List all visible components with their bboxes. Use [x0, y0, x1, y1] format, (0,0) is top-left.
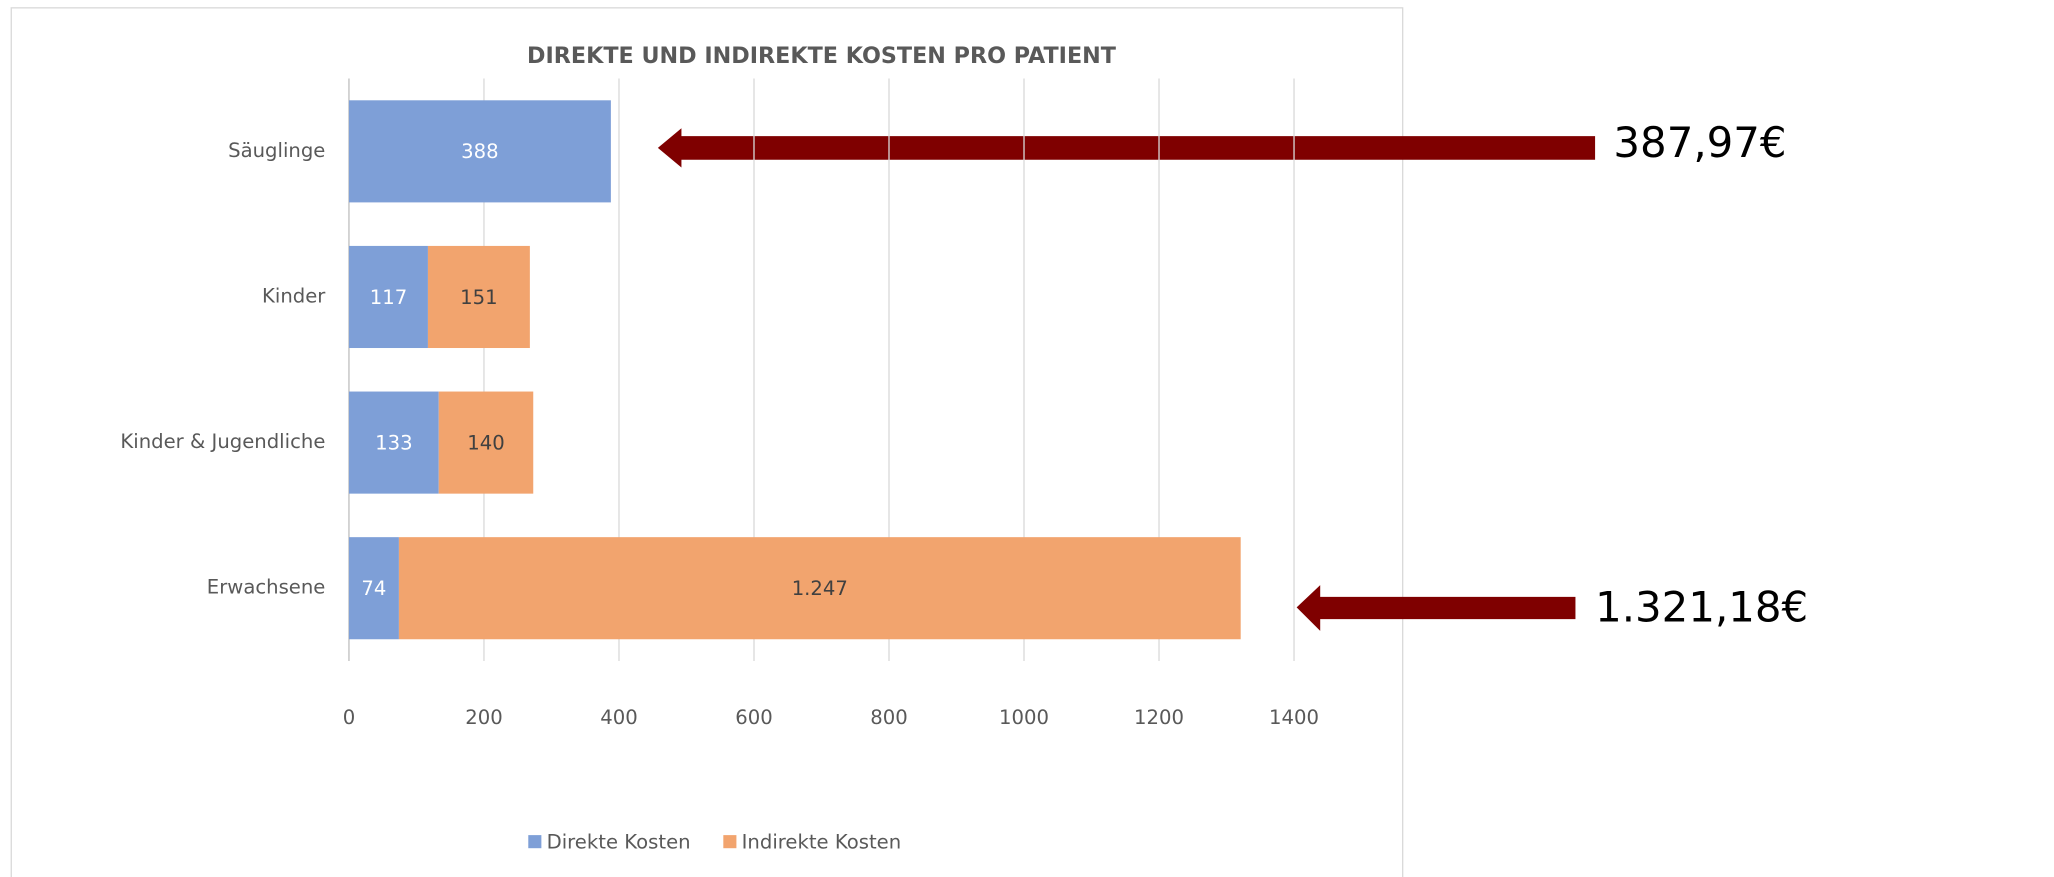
- x-tick-label: 200: [465, 706, 502, 729]
- x-tick-label: 600: [735, 706, 772, 729]
- x-tick-label: 1400: [1269, 706, 1319, 729]
- legend-label: Direkte Kosten: [547, 830, 691, 853]
- data-label: 1.247: [792, 577, 848, 600]
- legend-swatch: [723, 835, 736, 848]
- annotation: 387,97€: [1613, 118, 1786, 167]
- y-tick-label: Kinder: [262, 284, 326, 307]
- data-label: 74: [361, 577, 386, 600]
- chart: DIREKTE UND INDIREKTE KOSTEN PRO PATIENT…: [0, 0, 2054, 877]
- y-tick-label: Kinder & Jugendliche: [120, 430, 325, 453]
- data-label: 133: [375, 431, 412, 454]
- annotation: 1.321,18€: [1595, 582, 1808, 631]
- x-tick-label: 1200: [1134, 706, 1184, 729]
- data-label: 140: [467, 431, 504, 454]
- x-tick-label: 1000: [999, 706, 1049, 729]
- legend-label: Indirekte Kosten: [742, 830, 902, 853]
- x-tick-label: 400: [600, 706, 637, 729]
- data-label: 117: [370, 286, 407, 309]
- x-tick-label: 800: [870, 706, 907, 729]
- legend-swatch: [528, 835, 541, 848]
- y-tick-label: Erwachsene: [207, 576, 326, 599]
- data-label: 388: [461, 140, 498, 163]
- x-tick-label: 0: [343, 706, 356, 729]
- page: DIREKTE UND INDIREKTE KOSTEN PRO PATIENT…: [0, 0, 2054, 877]
- data-label: 151: [460, 286, 497, 309]
- chart-title: DIREKTE UND INDIREKTE KOSTEN PRO PATIENT: [527, 43, 1117, 69]
- y-tick-label: Säuglinge: [228, 139, 325, 162]
